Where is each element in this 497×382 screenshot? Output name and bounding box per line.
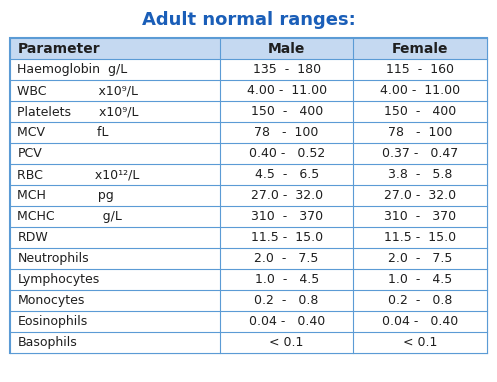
Text: Eosinophils: Eosinophils	[17, 315, 87, 329]
Text: 2.0  -   7.5: 2.0 - 7.5	[254, 252, 319, 265]
Bar	[10, 101, 487, 122]
Text: 4.00 -  11.00: 4.00 - 11.00	[247, 84, 327, 97]
Text: 150  -   400: 150 - 400	[250, 105, 323, 118]
Bar	[10, 122, 487, 143]
Text: Parameter: Parameter	[17, 42, 100, 56]
Text: 3.8  -   5.8: 3.8 - 5.8	[388, 168, 452, 181]
Bar	[10, 269, 487, 290]
Text: Adult normal ranges:: Adult normal ranges:	[142, 11, 355, 29]
Text: 0.40 -   0.52: 0.40 - 0.52	[248, 147, 325, 160]
Text: 0.04 -   0.40: 0.04 - 0.40	[382, 315, 458, 329]
Bar	[10, 227, 487, 248]
Text: Male: Male	[268, 42, 305, 56]
Text: 0.04 -   0.40: 0.04 - 0.40	[248, 315, 325, 329]
Bar	[10, 332, 487, 353]
Text: 78   -  100: 78 - 100	[254, 126, 319, 139]
Text: 27.0 -  32.0: 27.0 - 32.0	[384, 189, 456, 202]
Text: Monocytes: Monocytes	[17, 294, 85, 308]
Text: 1.0  -   4.5: 1.0 - 4.5	[254, 273, 319, 286]
Text: 310  -   370: 310 - 370	[384, 210, 456, 223]
Text: < 0.1: < 0.1	[269, 336, 304, 350]
Bar	[10, 206, 487, 227]
Text: 115  -  160: 115 - 160	[386, 63, 454, 76]
Text: RBC             x10¹²/L: RBC x10¹²/L	[17, 168, 140, 181]
Bar	[10, 38, 487, 59]
Text: 4.5  -   6.5: 4.5 - 6.5	[254, 168, 319, 181]
Text: 78   -  100: 78 - 100	[388, 126, 452, 139]
Text: Female: Female	[392, 42, 448, 56]
Text: < 0.1: < 0.1	[403, 336, 437, 350]
Text: 11.5 -  15.0: 11.5 - 15.0	[250, 231, 323, 244]
Text: Haemoglobin  g/L: Haemoglobin g/L	[17, 63, 128, 76]
Text: Neutrophils: Neutrophils	[17, 252, 89, 265]
Text: 0.2  -   0.8: 0.2 - 0.8	[254, 294, 319, 308]
Bar	[10, 185, 487, 206]
Bar	[10, 164, 487, 185]
Bar	[10, 248, 487, 269]
Text: 310  -   370: 310 - 370	[250, 210, 323, 223]
Bar	[10, 290, 487, 311]
Text: 0.2  -   0.8: 0.2 - 0.8	[388, 294, 452, 308]
Bar	[10, 80, 487, 101]
Text: 1.0  -   4.5: 1.0 - 4.5	[388, 273, 452, 286]
Text: WBC             x10⁹/L: WBC x10⁹/L	[17, 84, 138, 97]
Text: 150  -   400: 150 - 400	[384, 105, 456, 118]
Text: RDW: RDW	[17, 231, 48, 244]
Text: MCH             pg: MCH pg	[17, 189, 114, 202]
Text: PCV: PCV	[17, 147, 42, 160]
Text: 4.00 -  11.00: 4.00 - 11.00	[380, 84, 460, 97]
Text: MCV             fL: MCV fL	[17, 126, 109, 139]
Text: Lymphocytes: Lymphocytes	[17, 273, 99, 286]
Text: 0.37 -   0.47: 0.37 - 0.47	[382, 147, 458, 160]
Text: 27.0 -  32.0: 27.0 - 32.0	[250, 189, 323, 202]
Text: Platelets       x10⁹/L: Platelets x10⁹/L	[17, 105, 139, 118]
Text: MCHC            g/L: MCHC g/L	[17, 210, 122, 223]
Text: Basophils: Basophils	[17, 336, 77, 350]
Bar	[10, 311, 487, 332]
Text: 2.0  -   7.5: 2.0 - 7.5	[388, 252, 452, 265]
Text: 135  -  180: 135 - 180	[252, 63, 321, 76]
Bar	[10, 38, 487, 353]
Bar	[10, 59, 487, 80]
Text: 11.5 -  15.0: 11.5 - 15.0	[384, 231, 456, 244]
Bar	[10, 143, 487, 164]
